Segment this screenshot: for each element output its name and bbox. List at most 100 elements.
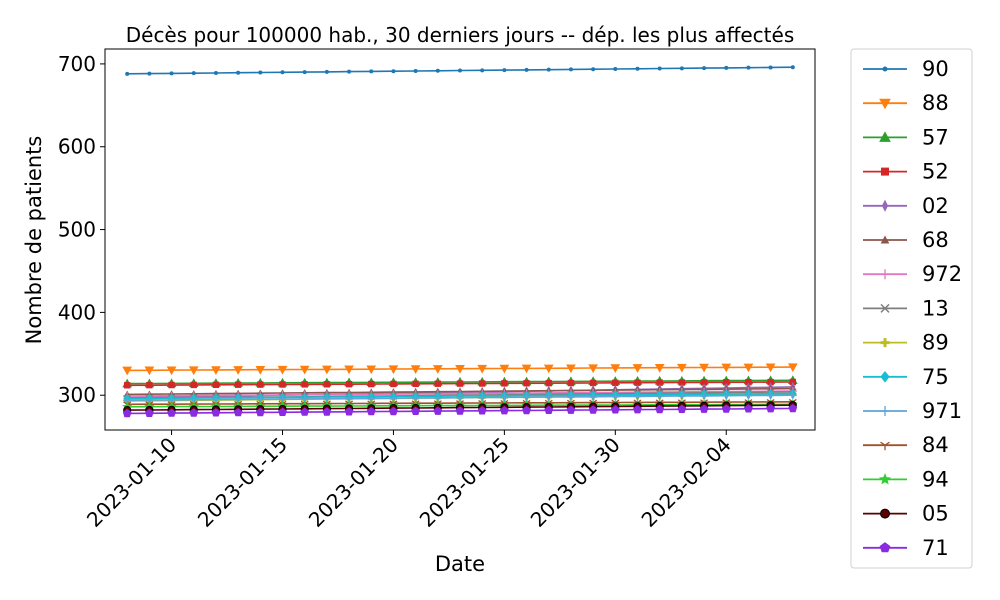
data-point: [722, 391, 731, 400]
data-point: [258, 70, 263, 75]
legend-marker: [879, 542, 891, 553]
data-point: [477, 406, 487, 415]
data-point: [368, 380, 375, 388]
legend-marker: [880, 303, 890, 313]
legend-marker: [880, 508, 890, 519]
data-point: [524, 67, 529, 72]
data-point: [699, 363, 709, 373]
data-point: [499, 364, 510, 374]
y-tick-label: 500: [58, 218, 96, 242]
data-point: [502, 68, 507, 73]
legend-entry: 90: [863, 57, 949, 81]
legend-label: 84: [922, 433, 949, 457]
data-point: [656, 379, 663, 386]
x-axis-label: Date: [435, 552, 485, 576]
data-point: [122, 366, 133, 376]
data-point: [432, 365, 443, 374]
data-point: [280, 70, 285, 75]
legend-entry: 13: [863, 296, 949, 320]
data-point: [655, 392, 664, 401]
data-point: [611, 392, 620, 401]
data-point: [723, 379, 730, 386]
legend-entry: 75: [863, 365, 949, 389]
y-tick-label: 400: [58, 300, 96, 324]
data-point: [677, 363, 687, 373]
data-point: [456, 380, 464, 387]
data-point: [632, 364, 643, 373]
data-point: [655, 404, 665, 414]
legend-entry: 971: [863, 399, 962, 423]
data-point: [211, 366, 221, 375]
legend-entry: 88: [863, 91, 949, 115]
x-tick-label: 2023-01-25: [415, 433, 514, 532]
data-point: [189, 408, 199, 417]
data-point: [477, 364, 488, 374]
data-point: [633, 392, 642, 401]
data-point: [344, 365, 354, 375]
data-point: [435, 68, 440, 73]
legend-label: 68: [922, 228, 949, 252]
data-point: [591, 67, 596, 72]
data-point: [391, 69, 396, 74]
data-point: [279, 381, 286, 388]
data-point: [521, 364, 532, 374]
data-point: [434, 380, 442, 387]
data-point: [122, 408, 132, 418]
y-axis-label: Nombre de patients: [22, 136, 46, 345]
legend-entry: 05: [863, 502, 949, 526]
legend-marker: [880, 370, 890, 383]
data-point: [657, 66, 662, 71]
data-point: [144, 366, 155, 376]
data-point: [700, 379, 708, 386]
data-point: [702, 66, 707, 71]
data-point: [190, 381, 197, 389]
data-point: [255, 407, 265, 417]
data-point: [146, 381, 153, 389]
data-point: [390, 380, 397, 388]
legend-box: [850, 48, 973, 569]
data-point: [168, 381, 175, 389]
data-point: [233, 407, 243, 417]
data-point: [566, 405, 576, 414]
data-point: [522, 405, 531, 415]
data-point: [433, 406, 443, 415]
data-point: [699, 404, 709, 413]
data-point: [743, 363, 754, 373]
data-point: [544, 405, 554, 414]
legend-label: 89: [922, 331, 949, 355]
legend-entry: 71: [863, 536, 949, 560]
data-point: [634, 379, 641, 386]
data-point: [455, 365, 465, 374]
data-point: [236, 70, 241, 75]
data-point: [790, 65, 795, 70]
data-point: [677, 404, 687, 413]
legend-label: 02: [922, 194, 949, 218]
data-point: [323, 381, 331, 388]
data-point: [500, 405, 509, 415]
legend-entry: 84: [863, 433, 949, 457]
legend-entry: 68: [863, 228, 949, 252]
data-point: [255, 366, 266, 375]
data-point: [410, 365, 421, 374]
legend-marker: [880, 338, 890, 348]
data-point: [588, 364, 598, 374]
legend-entry: 972: [863, 262, 962, 286]
data-point: [635, 66, 640, 71]
legend-marker: [879, 131, 891, 142]
data-point: [500, 393, 509, 402]
data-point: [766, 391, 775, 400]
y-tick-label: 700: [58, 52, 96, 76]
data-point: [522, 393, 531, 402]
data-point: [612, 379, 619, 387]
data-point: [766, 403, 775, 413]
legend-label: 75: [922, 365, 949, 389]
data-point: [169, 71, 174, 76]
y-tick-label: 300: [58, 383, 96, 407]
data-point: [589, 379, 597, 387]
legend-label: 88: [922, 91, 949, 115]
data-point: [412, 380, 419, 388]
series-88: [122, 363, 798, 376]
data-point: [610, 405, 620, 414]
legend-marker: [878, 473, 892, 485]
data-point: [211, 408, 221, 417]
